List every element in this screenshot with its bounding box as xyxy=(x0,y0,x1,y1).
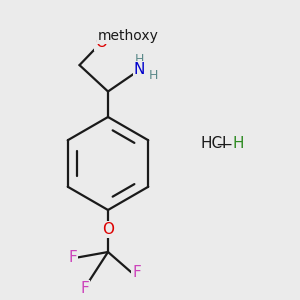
Text: F: F xyxy=(80,281,89,296)
Text: F: F xyxy=(68,250,77,265)
Text: H: H xyxy=(135,53,144,66)
Text: F: F xyxy=(132,265,141,280)
Text: H: H xyxy=(232,136,244,152)
Text: H: H xyxy=(149,69,159,82)
Text: N: N xyxy=(134,62,145,77)
Text: HCl: HCl xyxy=(201,136,227,152)
Text: O: O xyxy=(95,35,107,50)
Text: O: O xyxy=(102,222,114,237)
Text: methoxy: methoxy xyxy=(98,29,158,43)
Text: —: — xyxy=(216,137,231,152)
